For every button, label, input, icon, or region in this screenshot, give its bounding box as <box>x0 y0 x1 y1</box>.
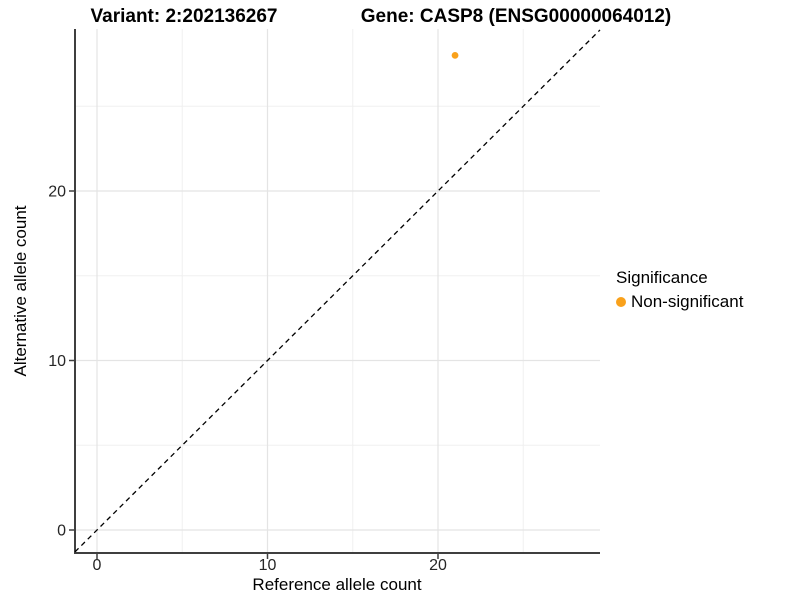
identity-dashed-line <box>74 29 601 553</box>
y-tick-label: 20 <box>48 184 66 201</box>
data-point <box>451 52 459 59</box>
variant-title: Variant: 2:202136267 <box>90 6 278 27</box>
legend-point-icon <box>616 297 626 307</box>
x-tick-label: 10 <box>259 557 277 574</box>
y-axis-title: Alternative allele count <box>11 205 30 377</box>
gene-title: Gene: CASP8 (ENSG00000064012) <box>360 6 672 27</box>
y-tick-label: 10 <box>48 353 66 370</box>
legend: Significance Non-significant <box>616 268 743 312</box>
x-tick-label: 20 <box>429 557 447 574</box>
x-axis-title: Reference allele count <box>252 575 422 594</box>
legend-item-label: Non-significant <box>631 292 744 311</box>
y-tick-label: 0 <box>57 523 66 540</box>
x-tick-label: 0 <box>93 557 102 574</box>
legend-item: Non-significant <box>616 292 743 312</box>
legend-title: Significance <box>616 268 708 287</box>
